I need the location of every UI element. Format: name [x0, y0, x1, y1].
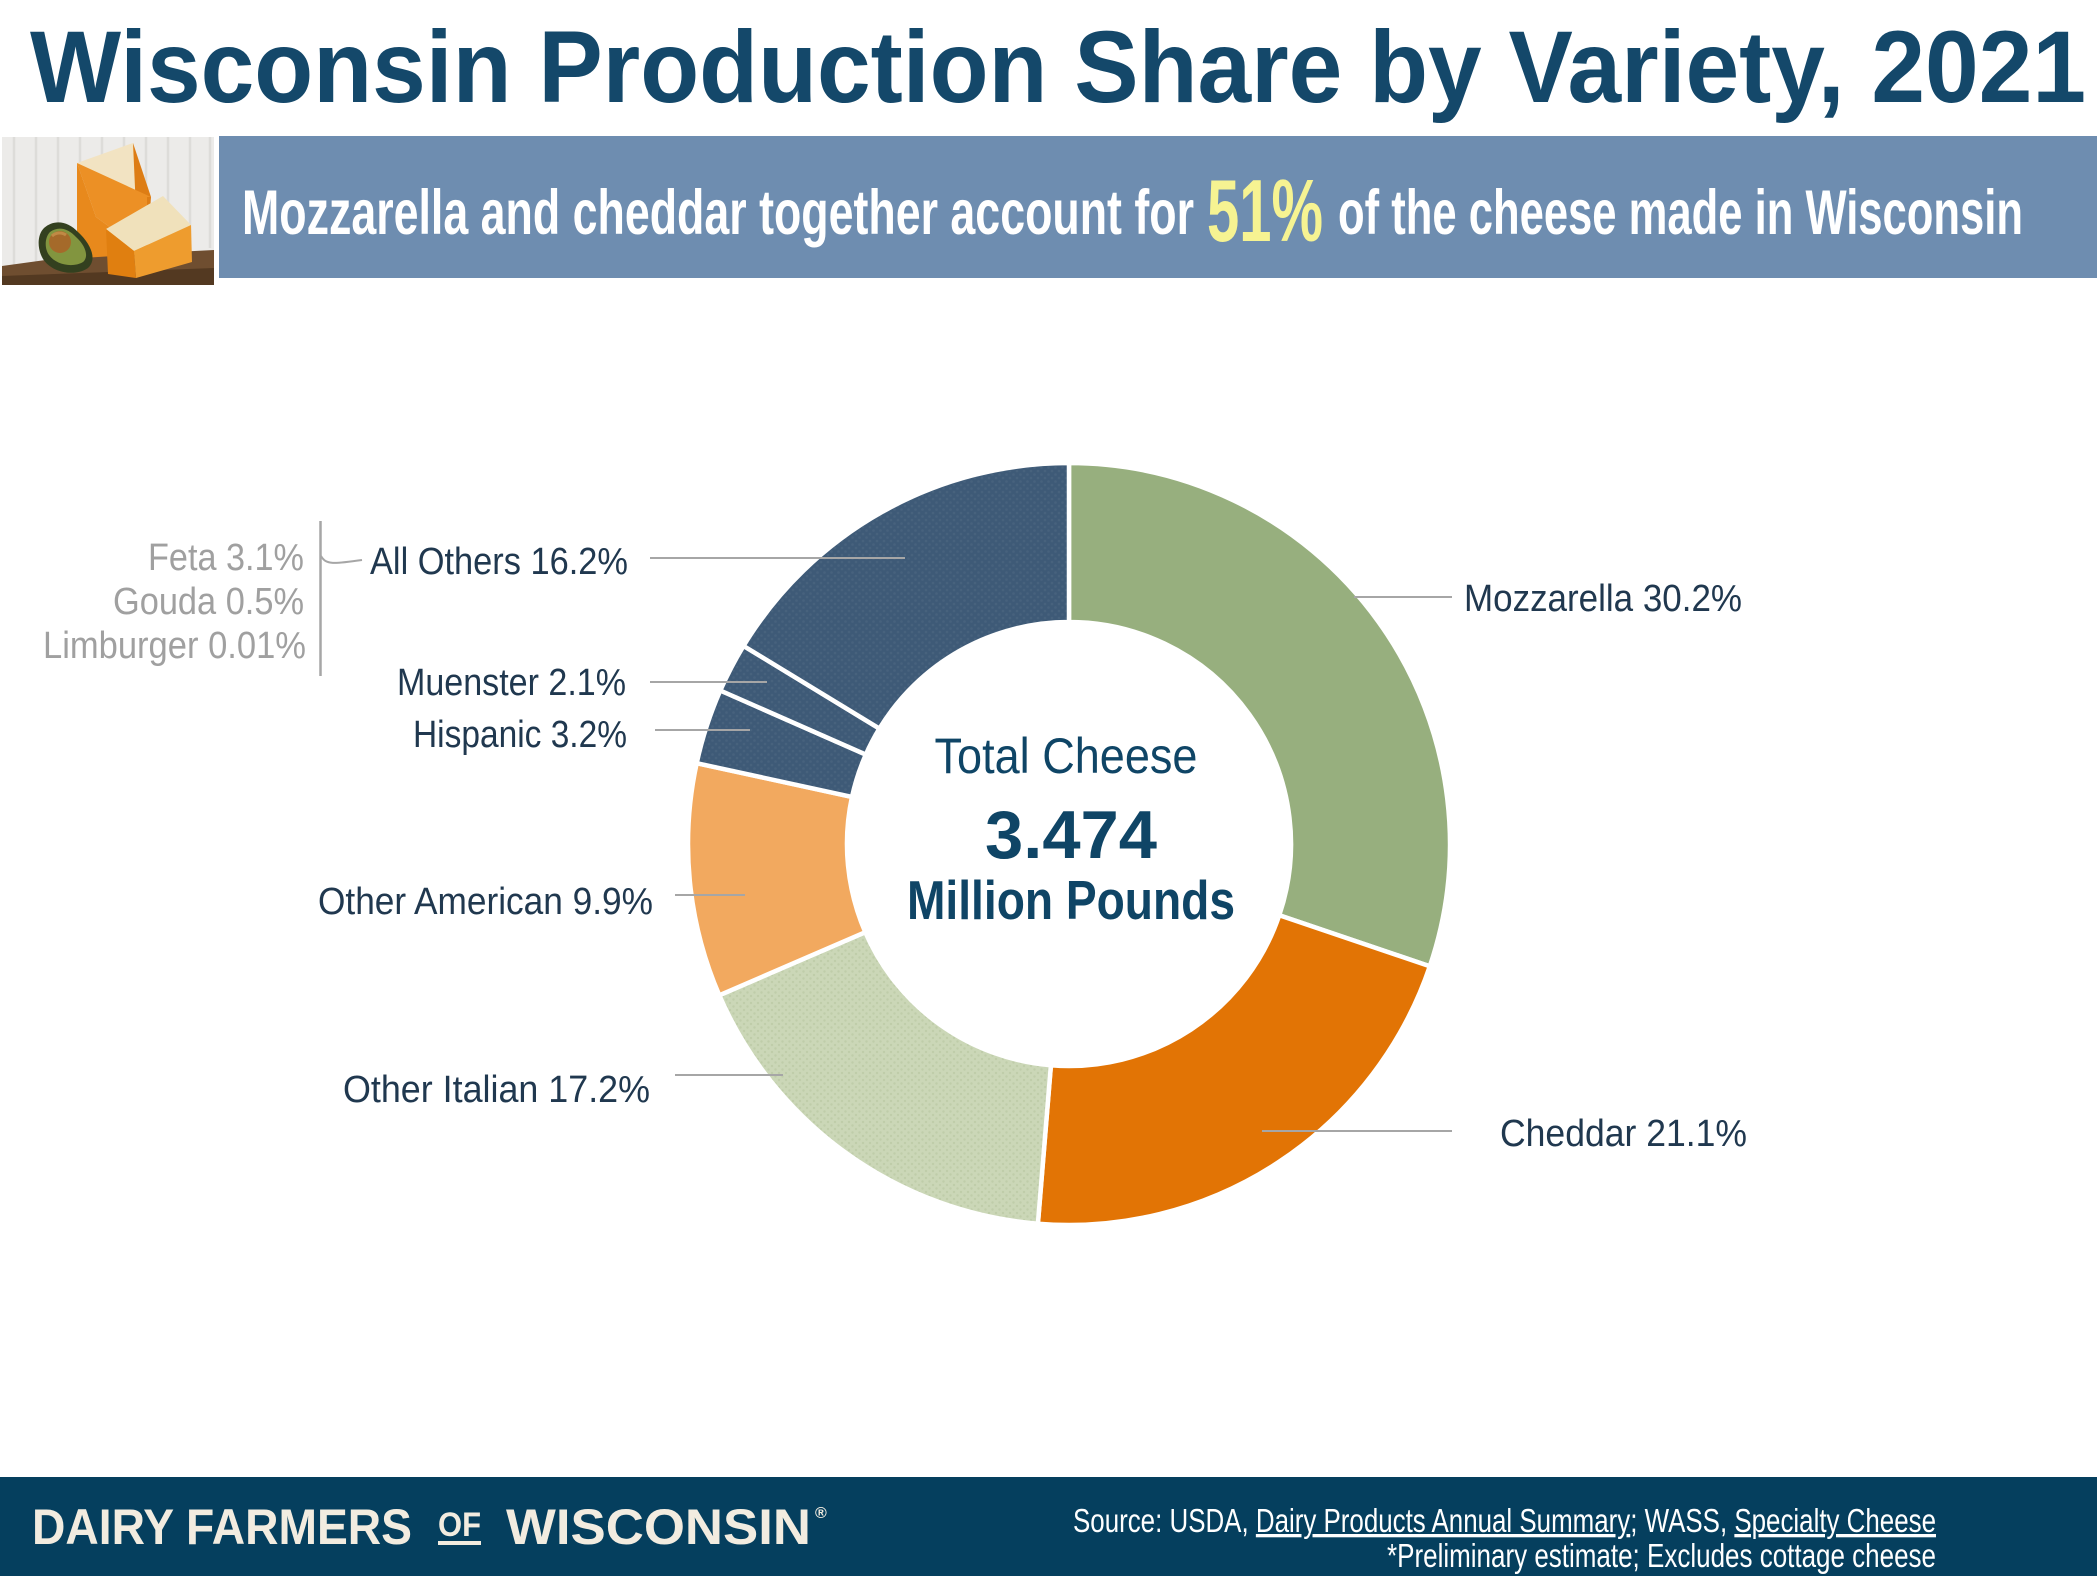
svg-text:Total Cheese: Total Cheese [935, 728, 1198, 784]
svg-text:Wisconsin Production Share by: Wisconsin Production Share by Variety, 2… [30, 10, 2086, 124]
svg-text:WISCONSIN: WISCONSIN [506, 1499, 811, 1555]
svg-text:*Preliminary estimate; Exclude: *Preliminary estimate; Excludes cottage … [1387, 1537, 1936, 1574]
svg-text:Mozzarella and cheddar togethe: Mozzarella and cheddar together account … [242, 178, 1194, 248]
svg-text:Source: USDA, Dairy Products A: Source: USDA, Dairy Products Annual Summ… [1073, 1502, 1936, 1539]
svg-text:Million Pounds: Million Pounds [907, 869, 1235, 931]
svg-text:Gouda 0.5%: Gouda 0.5% [113, 581, 304, 623]
svg-text:DAIRY FARMERS: DAIRY FARMERS [32, 1499, 412, 1555]
svg-text:Other Italian 17.2%: Other Italian 17.2% [343, 1069, 650, 1111]
svg-text:All Others 16.2%: All Others 16.2% [370, 541, 628, 583]
svg-text:Muenster 2.1%: Muenster 2.1% [397, 662, 626, 704]
svg-text:Hispanic 3.2%: Hispanic 3.2% [413, 714, 627, 756]
svg-text:Mozzarella 30.2%: Mozzarella 30.2% [1464, 578, 1742, 620]
svg-text:®: ® [815, 1505, 827, 1522]
svg-text:Limburger 0.01%: Limburger 0.01% [43, 625, 306, 667]
svg-text:OF: OF [438, 1506, 481, 1544]
svg-text:3.474: 3.474 [985, 797, 1157, 873]
svg-text:Other American 9.9%: Other American 9.9% [318, 881, 653, 923]
svg-text:of the cheese made in Wisconsi: of the cheese made in Wisconsin [1338, 178, 2023, 248]
svg-text:51%: 51% [1207, 161, 1323, 260]
svg-text:Feta 3.1%: Feta 3.1% [148, 537, 304, 579]
svg-text:Cheddar 21.1%: Cheddar 21.1% [1500, 1113, 1747, 1155]
